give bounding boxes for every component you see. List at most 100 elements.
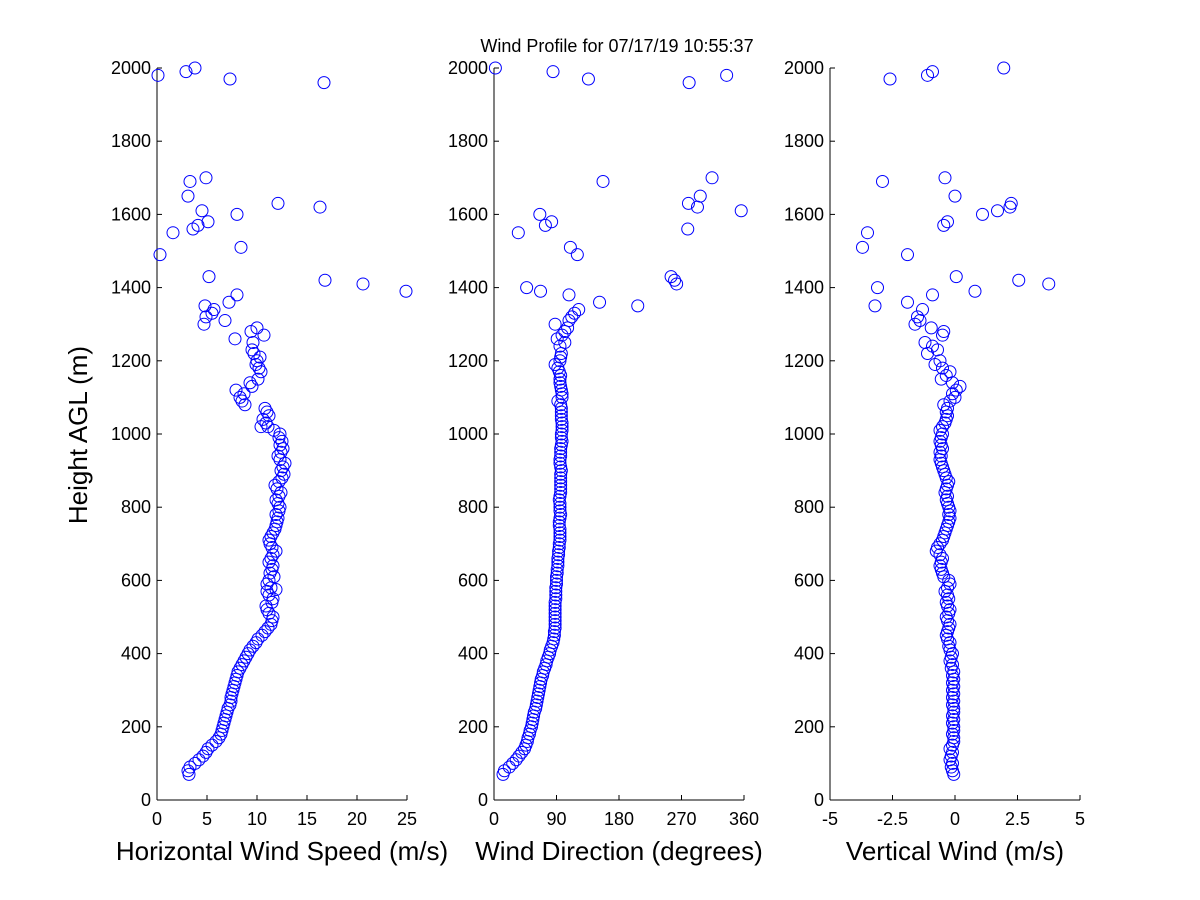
data-point <box>553 526 567 540</box>
data-point <box>953 379 967 393</box>
data-point <box>196 749 210 763</box>
data-point <box>235 394 249 408</box>
data-point <box>947 680 961 694</box>
data-point <box>192 753 206 767</box>
data-point <box>943 603 957 617</box>
data-point <box>934 456 948 470</box>
data-point <box>939 522 953 536</box>
data-point <box>948 189 962 203</box>
data-point <box>230 207 244 221</box>
data-point <box>554 398 568 412</box>
data-point <box>275 434 289 448</box>
data-point <box>233 390 247 404</box>
data-point <box>1012 273 1026 287</box>
data-point <box>264 551 278 565</box>
data-point <box>946 683 959 697</box>
data-point <box>693 189 707 203</box>
data-point <box>223 72 237 86</box>
data-point <box>942 515 956 529</box>
y-tick-label-vertical: 1600 <box>784 204 824 224</box>
data-point <box>933 453 947 467</box>
data-point <box>936 442 949 456</box>
data-point <box>228 332 242 346</box>
y-tick-label-vertical: 200 <box>794 717 824 737</box>
y-tick-label-direction: 1400 <box>448 278 488 298</box>
data-point <box>268 478 282 492</box>
data-point <box>274 445 288 459</box>
figure-title: Wind Profile for 07/17/19 10:55:37 <box>480 36 753 56</box>
data-point <box>572 303 586 317</box>
data-point <box>270 482 284 496</box>
x-tick-label-direction: 360 <box>729 809 759 829</box>
y-tick-label-speed: 200 <box>121 717 151 737</box>
data-point <box>246 639 260 653</box>
data-point <box>195 204 209 218</box>
data-point <box>943 504 957 518</box>
data-point <box>269 493 283 507</box>
data-point <box>550 566 564 580</box>
panel-vertical: 0 200 400 600 800 1000 1200 1400 1600 1800 2000 -5 -… <box>784 58 1085 866</box>
data-point <box>201 215 215 229</box>
y-tick-label-direction: 1000 <box>448 424 488 444</box>
data-point <box>931 540 944 554</box>
x-axis-label-vertical: Vertical Wind (m/s) <box>846 836 1064 866</box>
panel-direction: 0 200 400 600 800 1000 1200 1400 1600 1800 2000 0 90… <box>448 58 763 866</box>
data-point <box>552 548 566 562</box>
data-point <box>246 336 260 349</box>
data-point <box>551 361 565 375</box>
data-point <box>946 698 959 712</box>
y-tick-label-speed: 2000 <box>111 58 151 78</box>
data-point <box>181 189 195 203</box>
data-point <box>263 566 277 580</box>
data-point <box>562 288 576 302</box>
data-point <box>936 427 949 441</box>
data-point <box>218 314 232 328</box>
data-point <box>262 409 276 423</box>
data-point <box>277 467 291 481</box>
data-point <box>941 519 954 532</box>
data-point <box>936 460 949 474</box>
x-tick-label-vertical: -5 <box>822 809 838 829</box>
data-point <box>555 420 569 434</box>
data-point <box>257 328 271 342</box>
x-tick-label-speed: 20 <box>347 809 367 829</box>
data-point <box>631 299 645 313</box>
data-point <box>207 303 221 317</box>
data-point <box>939 628 953 642</box>
data-point <box>941 489 954 503</box>
data-point <box>946 676 959 690</box>
data-point <box>876 174 889 188</box>
data-point <box>555 423 569 437</box>
y-tick-label-vertical: 600 <box>794 570 824 590</box>
data-point <box>252 361 266 375</box>
data-point <box>317 76 331 90</box>
data-point <box>238 398 252 412</box>
data-point <box>188 756 202 770</box>
data-point <box>997 61 1011 75</box>
data-point <box>705 171 719 185</box>
data-point <box>943 643 957 657</box>
data-point <box>205 306 219 320</box>
data-point <box>593 295 607 309</box>
data-point <box>926 65 939 79</box>
data-point <box>937 398 951 412</box>
data-point <box>548 599 562 613</box>
x-tick-label-direction: 0 <box>489 809 499 829</box>
data-point <box>262 555 276 569</box>
data-point <box>937 218 951 232</box>
y-tick-label-speed: 0 <box>141 790 151 810</box>
data-point <box>934 562 948 576</box>
data-point <box>734 204 748 218</box>
data-point <box>563 240 577 254</box>
y-tick-label-direction: 1800 <box>448 131 488 151</box>
data-point <box>937 464 951 478</box>
data-point <box>596 174 610 188</box>
data-point <box>250 354 264 368</box>
data-point <box>554 409 568 423</box>
data-point <box>262 533 276 547</box>
y-tick-label-vertical: 1400 <box>784 278 824 298</box>
data-point <box>239 650 253 664</box>
data-point <box>534 284 548 298</box>
data-point <box>939 595 953 609</box>
data-point <box>247 346 261 360</box>
